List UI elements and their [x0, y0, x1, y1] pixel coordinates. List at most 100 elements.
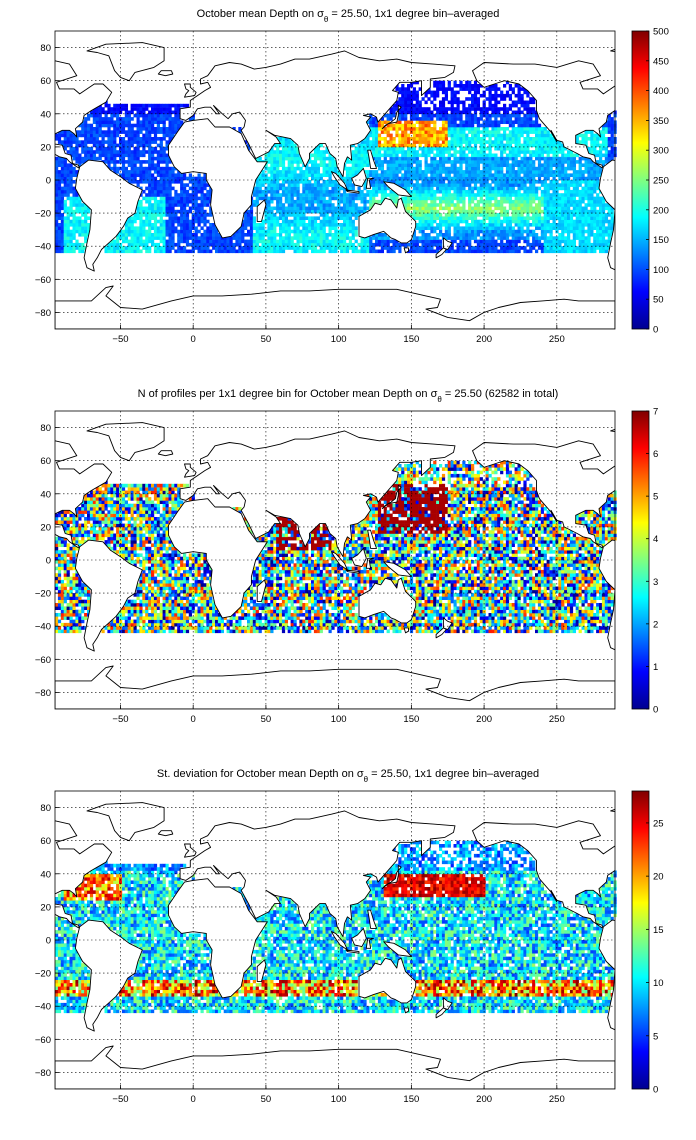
heatmap-cell: [465, 137, 469, 141]
heatmap-cell: [433, 84, 437, 88]
heatmap-cell: [165, 180, 169, 184]
heatmap-cell: [529, 189, 533, 194]
heatmap-cell: [119, 140, 123, 144]
heatmap-cell: [508, 140, 513, 144]
heatmap-cell: [508, 203, 513, 207]
heatmap-cell: [348, 186, 353, 191]
heatmap-cell: [500, 146, 504, 151]
heatmap-cell: [412, 160, 417, 164]
heatmap-cell: [398, 133, 402, 138]
heatmap-cell: [159, 219, 163, 224]
heatmap-cell: [113, 133, 117, 138]
heatmap-cell: [447, 150, 451, 154]
heatmap-cell: [401, 180, 405, 184]
heatmap-cell: [476, 173, 481, 178]
heatmap-cell: [401, 196, 405, 201]
heatmap-cell: [319, 193, 323, 197]
heatmap-cell: [145, 196, 149, 201]
heatmap-cell: [377, 186, 382, 191]
heatmap-cell: [200, 233, 204, 237]
heatmap-cell: [136, 133, 140, 138]
heatmap-cell: [505, 93, 510, 98]
heatmap-cell: [151, 146, 155, 151]
heatmap-cell: [494, 206, 498, 211]
heatmap-cell: [540, 203, 545, 207]
heatmap-cell: [264, 216, 268, 221]
heatmap-cell: [162, 206, 166, 211]
heatmap-cell: [209, 229, 213, 234]
heatmap-cell: [281, 213, 286, 217]
heatmap-cell: [505, 249, 510, 254]
heatmap-cell: [540, 140, 545, 144]
heatmap-cell: [468, 170, 472, 174]
heatmap-cell: [471, 229, 475, 234]
heatmap-cell: [200, 206, 204, 211]
heatmap-cell: [284, 189, 289, 194]
heatmap-cell: [194, 209, 198, 214]
heatmap-cell: [471, 199, 475, 204]
heatmap-cell: [471, 120, 475, 125]
heatmap-cell: [412, 130, 417, 134]
heatmap-cell: [168, 199, 172, 204]
heatmap-cell: [491, 120, 495, 125]
heatmap-cell: [57, 242, 62, 247]
heatmap-cell: [287, 226, 291, 231]
heatmap-cell: [488, 249, 492, 254]
heatmap-cell: [156, 113, 161, 118]
heatmap-cell: [121, 249, 126, 254]
heatmap-cell: [322, 156, 326, 161]
heatmap-cell: [433, 229, 437, 234]
heatmap-cell: [305, 163, 309, 168]
heatmap-cell: [159, 249, 163, 254]
heatmap-cell: [497, 160, 501, 164]
heatmap-cell: [520, 163, 524, 168]
heatmap-cell: [363, 193, 367, 197]
heatmap-cell: [290, 199, 294, 204]
heatmap-cell: [287, 180, 291, 184]
heatmap-cell: [543, 249, 547, 254]
heatmap-cell: [212, 223, 216, 227]
heatmap-cell: [459, 143, 463, 148]
heatmap-cell: [267, 153, 271, 158]
heatmap-cell: [302, 209, 306, 214]
heatmap-cell: [183, 186, 187, 191]
heatmap-cell: [174, 242, 178, 247]
heatmap-cell: [81, 140, 85, 144]
heatmap-cell: [421, 127, 425, 131]
heatmap-cell: [444, 130, 449, 134]
heatmap-cell: [436, 137, 440, 141]
heatmap-cell: [479, 156, 483, 161]
heatmap-cell: [433, 206, 437, 211]
heatmap-cell: [441, 166, 446, 171]
heatmap-cell: [401, 107, 405, 111]
heatmap-cell: [290, 189, 294, 194]
heatmap-cell: [185, 193, 190, 197]
heatmap-cell: [453, 213, 457, 217]
heatmap-cell: [430, 246, 434, 250]
heatmap-cell: [273, 239, 277, 244]
heatmap-cell: [139, 216, 143, 221]
heatmap-cell: [308, 226, 312, 231]
heatmap-cell: [215, 246, 219, 250]
heatmap-cell: [407, 242, 411, 247]
heatmap-cell: [249, 213, 254, 217]
heatmap-cell: [215, 229, 219, 234]
heatmap-cell: [313, 193, 318, 197]
heatmap-cell: [148, 120, 152, 125]
heatmap-cell: [252, 223, 257, 227]
heatmap-cell: [174, 173, 178, 178]
heatmap-cell: [121, 120, 126, 125]
heatmap-cell: [459, 209, 463, 214]
heatmap-cell: [273, 246, 277, 250]
heatmap-cell: [331, 166, 335, 171]
heatmap-cell: [514, 242, 518, 247]
heatmap-cell: [293, 219, 297, 224]
heatmap-cell: [156, 246, 161, 250]
heatmap-cell: [92, 137, 97, 141]
heatmap-cell: [174, 199, 178, 204]
heatmap-cell: [153, 213, 158, 217]
heatmap-cell: [409, 107, 414, 111]
heatmap-cell: [514, 153, 518, 158]
heatmap-cell: [299, 216, 303, 221]
heatmap-cell: [78, 133, 82, 138]
